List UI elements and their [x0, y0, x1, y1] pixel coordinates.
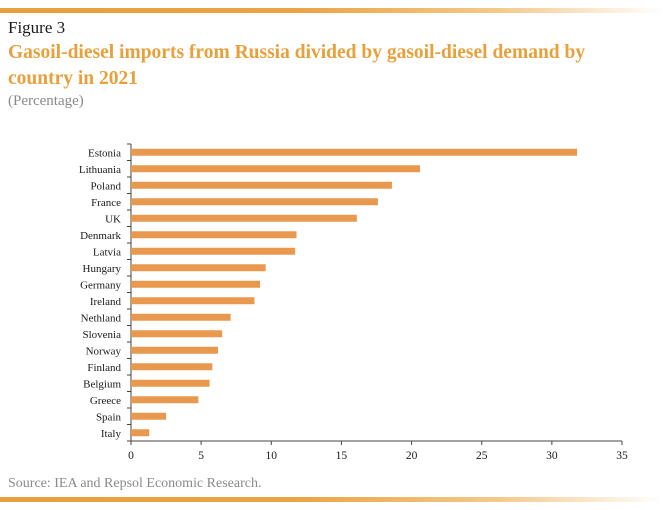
category-label: Norway: [86, 345, 122, 357]
x-tick-label: 20: [406, 450, 418, 462]
bar-slovenia: [131, 330, 223, 338]
bottom-accent-rule: [0, 497, 663, 502]
x-tick-label: 10: [266, 450, 278, 462]
category-label: Belgium: [83, 378, 121, 390]
bar-norway: [131, 346, 218, 354]
category-label: Germany: [80, 279, 121, 291]
x-tick-label: 25: [476, 450, 488, 462]
bar-denmark: [131, 231, 297, 239]
x-tick-label: 5: [198, 450, 204, 462]
bar-nethland: [131, 313, 231, 321]
bar-france: [131, 198, 378, 206]
bar-belgium: [131, 379, 210, 387]
bar-germany: [131, 280, 261, 288]
x-tick-label: 15: [336, 450, 348, 462]
category-label: Denmark: [80, 230, 121, 242]
category-label: Latvia: [93, 246, 121, 258]
top-accent-rule: [0, 8, 663, 13]
x-tick-label: 0: [128, 450, 134, 462]
category-label: Lithuania: [79, 164, 121, 176]
bar-chart: Estonia Lithuania Poland France UK Denmark Lat…: [79, 143, 628, 462]
source-note: Source: IEA and Repsol Economic Research…: [8, 476, 262, 491]
bar-lithuania: [131, 165, 420, 173]
bar-ireland: [131, 297, 255, 305]
bar-spain: [131, 412, 167, 420]
bar-greece: [131, 396, 199, 404]
x-tick-label: 30: [546, 450, 558, 462]
category-label: UK: [105, 213, 121, 225]
category-label: Slovenia: [83, 329, 122, 341]
category-label: France: [91, 197, 121, 209]
bar-hungary: [131, 264, 266, 272]
category-label: Spain: [96, 411, 122, 423]
figure-label: Figure 3: [8, 18, 66, 37]
category-label: Poland: [90, 180, 121, 192]
category-label: Ireland: [90, 296, 122, 308]
bar-poland: [131, 181, 392, 189]
category-label: Nethland: [81, 312, 122, 324]
category-label: Estonia: [88, 147, 121, 159]
category-label: Italy: [101, 428, 122, 440]
category-label: Hungary: [83, 263, 122, 275]
bar-estonia: [131, 148, 578, 156]
bar-uk: [131, 214, 357, 222]
x-tick-label: 35: [616, 450, 628, 462]
category-label: Greece: [90, 395, 121, 407]
bar-latvia: [131, 247, 296, 255]
category-label: Finland: [87, 362, 121, 374]
bar-finland: [131, 363, 213, 371]
bar-italy: [131, 429, 150, 437]
chart-title: Gasoil-diesel imports from Russia divide…: [8, 42, 586, 89]
chart-subtitle: (Percentage): [8, 93, 84, 109]
